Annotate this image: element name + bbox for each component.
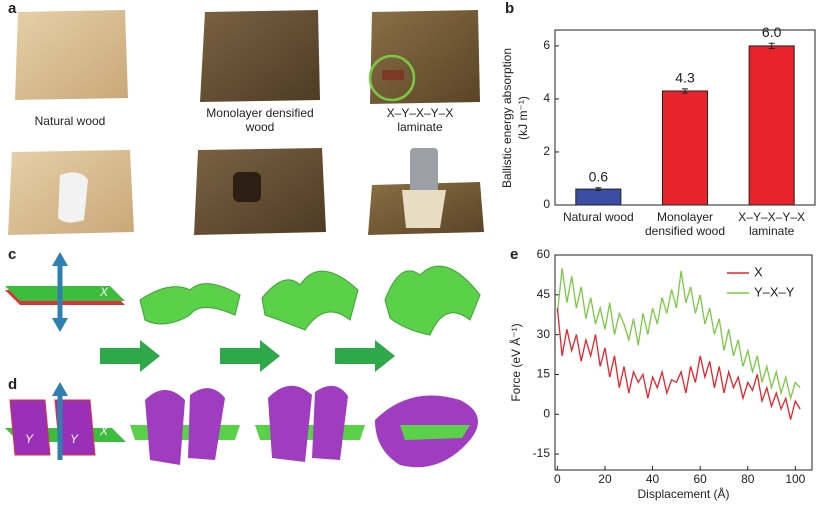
- projectile: [410, 148, 438, 198]
- y-tick-label: 0: [543, 406, 550, 420]
- photo-caption: Natural wood: [34, 114, 106, 128]
- deformed-sheet: [139, 283, 241, 325]
- arrow-head: [52, 318, 68, 332]
- strip: [9, 399, 51, 456]
- step-arrows: [100, 340, 395, 372]
- panel-label: b: [505, 0, 515, 17]
- y-tick-label: 2: [543, 144, 550, 158]
- diagram-c: [5, 252, 481, 372]
- diagram-d: [5, 382, 478, 468]
- layers: [382, 70, 404, 80]
- sheet: [400, 425, 470, 440]
- x-tick-label: Monolayer densified wood: [644, 210, 726, 238]
- layer-label: Y: [70, 432, 79, 446]
- y-tick-label: 4: [543, 91, 550, 105]
- y-tick-label: 0: [543, 197, 550, 211]
- x-axis-label: Displacement (Å): [637, 486, 729, 501]
- photo-monolayer: [200, 10, 320, 102]
- y-axis-label: (kJ m⁻¹): [516, 95, 530, 140]
- y-tick-label: 30: [537, 327, 551, 341]
- y-axis-label: Force (eV Å⁻¹): [508, 323, 523, 401]
- strips: [268, 385, 348, 462]
- x-tick-label: X–Y–X–Y–X laminate: [738, 210, 806, 238]
- sheet: [5, 286, 125, 301]
- deformed-sheet: [261, 270, 359, 331]
- layer-label: Y: [25, 432, 34, 446]
- arrow-head: [52, 252, 68, 266]
- hole: [233, 172, 261, 202]
- x-tick-label: Natural wood: [562, 210, 634, 224]
- y-tick-label: -15: [533, 446, 551, 460]
- y-tick-label: 45: [537, 287, 551, 301]
- value-label: 6.0: [762, 24, 782, 40]
- layer-label: X: [99, 424, 109, 438]
- y-axis-label: Ballistic energy absorption: [500, 47, 514, 188]
- series-line: [556, 308, 801, 420]
- plot-frame: [554, 254, 813, 471]
- y-tick-label: 60: [537, 247, 551, 261]
- zoom-circle: [368, 54, 416, 102]
- deformed-sheet: [384, 265, 481, 336]
- bar: [661, 90, 709, 206]
- arrow-head: [52, 382, 68, 396]
- x-tick-label: 0: [554, 472, 561, 486]
- value-label: 0.6: [589, 168, 609, 184]
- photo-caption: Monolayer densified wood: [206, 106, 314, 134]
- photo-laminate: [370, 10, 480, 104]
- x-tick-label: 40: [646, 472, 660, 486]
- photos: [8, 10, 484, 235]
- panel-label: e: [510, 246, 519, 263]
- x-tick-label: 60: [693, 472, 707, 486]
- hole: [58, 172, 88, 223]
- panel-label: a: [8, 0, 17, 17]
- sheet: [130, 425, 240, 440]
- x-tick-label: 100: [785, 472, 805, 486]
- fragments: [402, 190, 446, 228]
- panel-label: c: [8, 246, 17, 263]
- bar: [575, 188, 622, 206]
- value-label: 4.3: [675, 70, 695, 86]
- y-tick-label: 6: [543, 38, 550, 52]
- legend-label: Y–X–Y: [754, 284, 795, 299]
- panel-label: d: [8, 376, 18, 393]
- layer-label: X: [99, 285, 109, 299]
- strips: [145, 388, 225, 465]
- y-tick-label: 15: [537, 367, 551, 381]
- x-tick-label: 20: [598, 472, 612, 486]
- bar: [748, 45, 795, 206]
- photo-natural: [15, 10, 128, 100]
- x-tick-label: 80: [741, 472, 755, 486]
- legend-label: X: [754, 264, 763, 279]
- series-line: [556, 268, 801, 401]
- photo-caption: X–Y–X–Y–X laminate: [386, 106, 454, 134]
